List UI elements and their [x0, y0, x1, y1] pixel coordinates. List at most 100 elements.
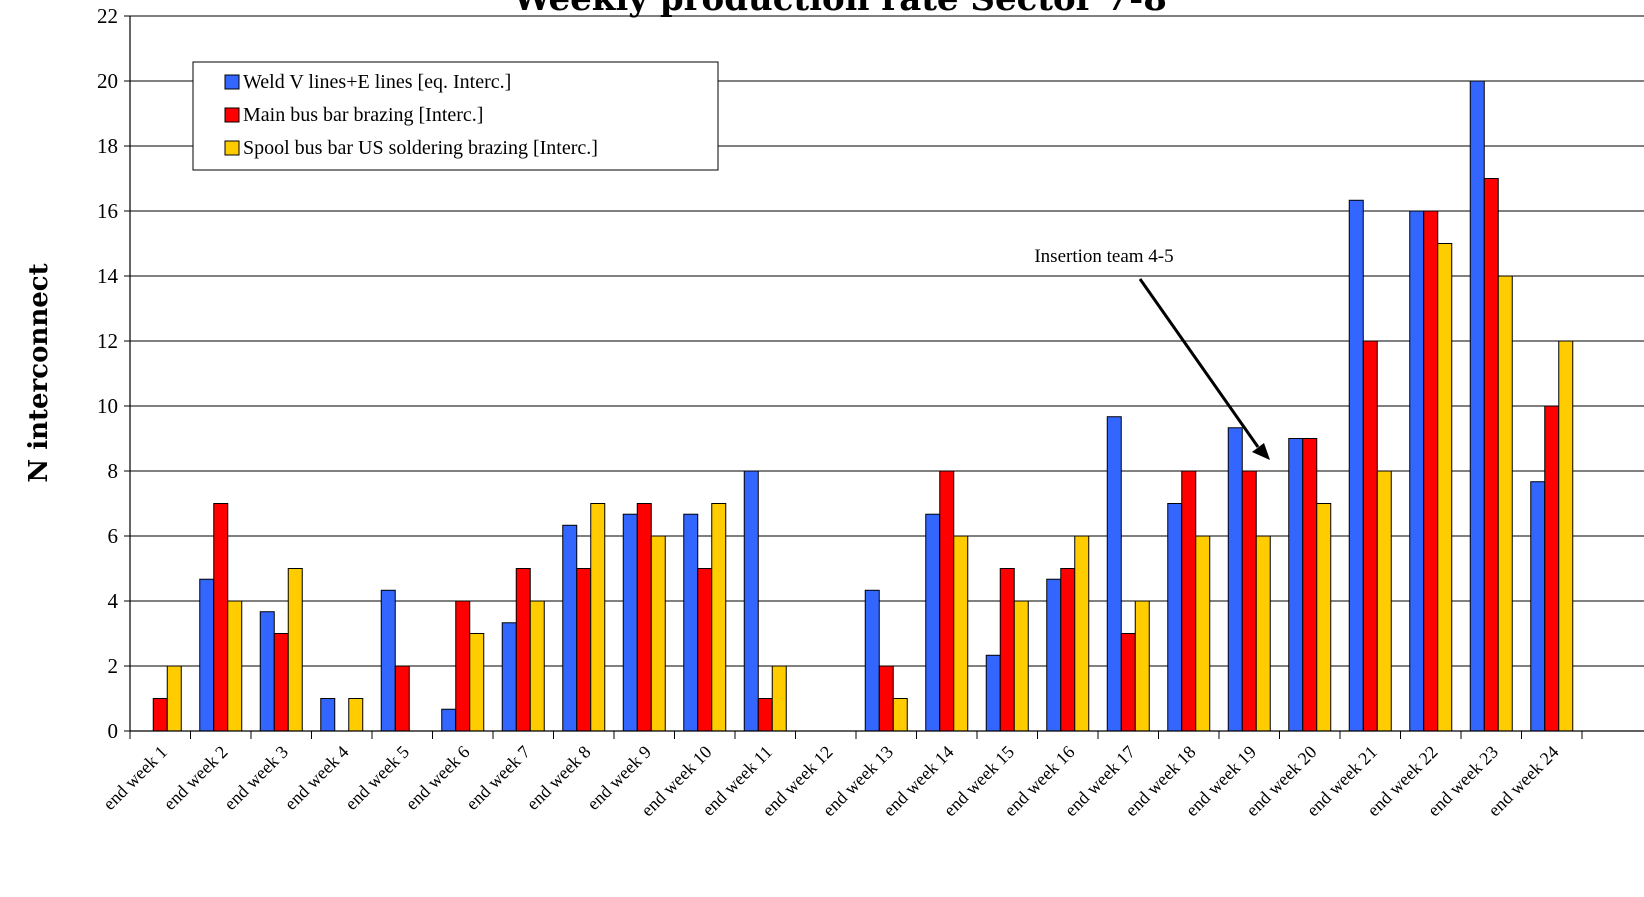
annotation: Insertion team 4-5 — [1034, 246, 1270, 460]
bar — [1376, 470, 1392, 732]
bars — [152, 80, 1574, 732]
bar — [590, 503, 606, 732]
bar — [287, 568, 303, 732]
bar — [501, 622, 517, 732]
bar — [622, 513, 638, 732]
bar — [455, 600, 471, 732]
legend-swatch — [224, 140, 240, 156]
y-tick-label: 14 — [97, 264, 119, 288]
bar — [711, 503, 727, 732]
bar — [1181, 470, 1197, 732]
legend-box — [192, 61, 719, 171]
bar — [1241, 470, 1257, 732]
bar — [166, 665, 182, 732]
bar — [1316, 503, 1332, 732]
bar — [469, 633, 485, 732]
bar — [199, 578, 215, 732]
bar — [1558, 340, 1574, 732]
y-axis-label: N interconnect — [24, 263, 54, 482]
y-tick-label: 4 — [108, 589, 119, 613]
bar — [441, 708, 457, 732]
legend-label: Spool bus bar US soldering brazing [Inte… — [243, 137, 598, 159]
bar — [864, 589, 880, 732]
y-tick-label: 6 — [108, 524, 119, 548]
y-tick-label: 12 — [97, 329, 118, 353]
bar — [152, 698, 168, 732]
bar — [999, 568, 1015, 732]
bar — [683, 513, 699, 732]
bar — [985, 654, 1001, 732]
annotation-arrowhead — [1252, 443, 1270, 460]
bar — [348, 698, 364, 732]
bar — [1060, 568, 1076, 732]
y-tick-label: 18 — [97, 134, 118, 158]
bar — [1288, 438, 1304, 732]
x-tick-label: end week 4 — [280, 742, 352, 814]
legend: Weld V lines+E lines [eq. Interc.] Main b… — [192, 61, 719, 171]
legend-label: Weld V lines+E lines [eq. Interc.] — [243, 71, 511, 93]
x-tick-label: end week 2 — [159, 742, 231, 814]
bar — [1013, 600, 1029, 732]
y-axis-ticks: 0 2 4 6 8 10 12 14 16 18 20 22 — [97, 4, 130, 743]
y-tick-label: 20 — [97, 69, 118, 93]
bar — [576, 568, 592, 732]
y-tick-label: 10 — [97, 394, 118, 418]
bar — [1544, 405, 1560, 732]
x-tick-label: end week 7 — [462, 742, 534, 814]
bar — [1255, 535, 1271, 732]
plot-frame — [129, 15, 1644, 732]
bar — [227, 600, 243, 732]
bar — [1074, 535, 1090, 732]
x-tick-label: end week 6 — [401, 742, 473, 814]
y-tick-label: 0 — [108, 719, 119, 743]
y-tick-label: 2 — [108, 654, 119, 678]
bar — [380, 589, 396, 732]
bar — [1497, 275, 1513, 732]
bar — [1046, 578, 1062, 732]
bar — [1423, 210, 1439, 732]
bar — [1437, 243, 1453, 732]
bar — [1120, 633, 1136, 732]
bar — [529, 600, 545, 732]
bar — [878, 665, 894, 732]
y-tick-label: 16 — [97, 199, 118, 223]
bar — [213, 503, 229, 732]
bar — [1227, 427, 1243, 732]
legend-swatch — [224, 107, 240, 123]
bar — [1302, 438, 1318, 732]
bar — [1195, 535, 1211, 732]
bar — [925, 513, 941, 732]
bar — [562, 524, 578, 732]
bar — [1362, 340, 1378, 732]
bar — [1483, 178, 1499, 732]
chart-title: Weekly production rate Sector 7-8 — [512, 0, 1167, 19]
bar — [650, 535, 666, 732]
y-tick-label: 22 — [97, 4, 118, 28]
y-tick-label: 8 — [108, 459, 119, 483]
bar — [1530, 481, 1546, 732]
annotation-arrow-line — [1138, 278, 1260, 448]
bar — [320, 698, 336, 732]
bar — [1409, 210, 1425, 732]
legend-swatch — [224, 74, 240, 90]
x-tick-label: end week 1 — [99, 742, 171, 814]
bar — [757, 698, 773, 732]
bar — [273, 633, 289, 732]
bar — [259, 611, 275, 732]
bar — [771, 665, 787, 732]
x-tick-label: end week 3 — [220, 742, 292, 814]
x-tick-label: end week 8 — [522, 742, 594, 814]
bar — [892, 698, 908, 732]
bar — [953, 535, 969, 732]
bar — [743, 470, 759, 732]
bar — [1348, 199, 1364, 732]
bar — [394, 665, 410, 732]
x-tick-label: end week 5 — [341, 742, 413, 814]
bar — [1134, 600, 1150, 732]
bar — [1167, 503, 1183, 732]
bar — [1469, 80, 1485, 732]
legend-label: Main bus bar brazing [Interc.] — [243, 104, 483, 126]
annotation-text: Insertion team 4-5 — [1034, 246, 1173, 267]
